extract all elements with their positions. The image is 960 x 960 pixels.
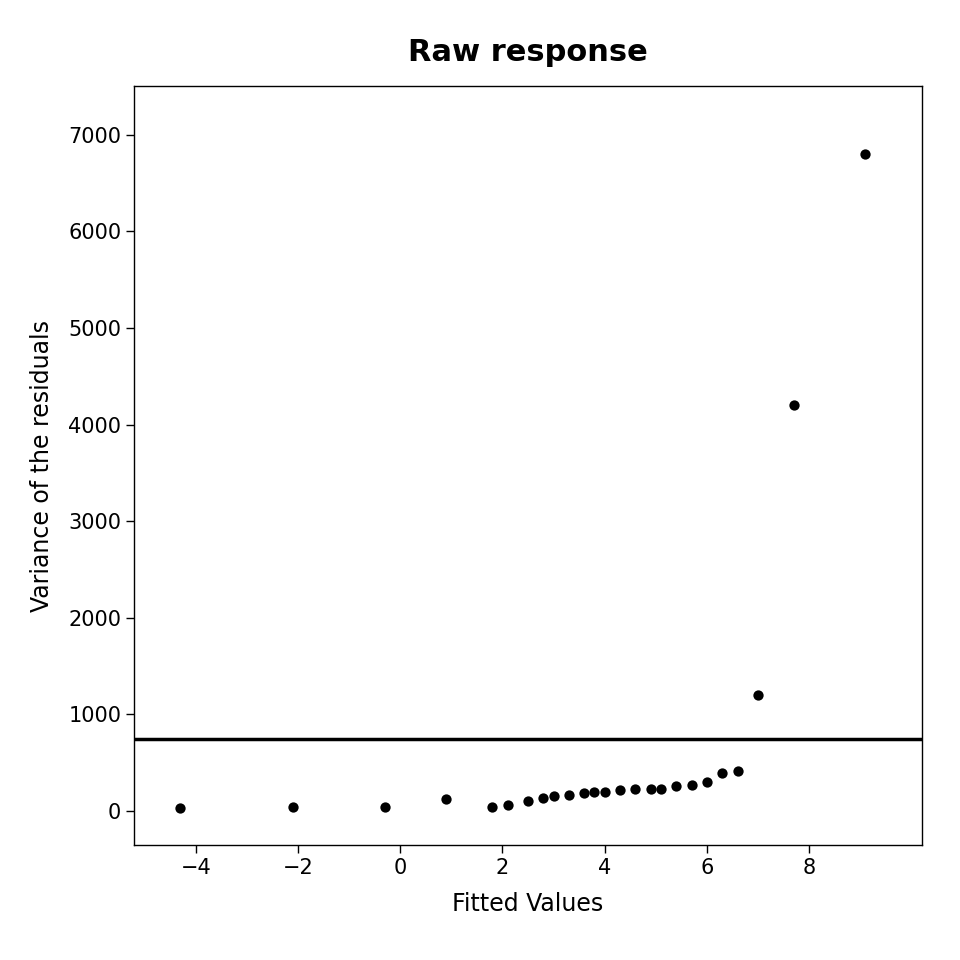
Point	[562, 787, 577, 803]
Point	[285, 800, 300, 815]
Point	[377, 800, 393, 815]
Point	[668, 779, 684, 794]
Point	[857, 146, 873, 161]
Point	[577, 785, 592, 801]
Point	[699, 775, 714, 790]
Point	[684, 778, 699, 793]
Point	[546, 788, 562, 804]
Point	[439, 792, 454, 807]
Point	[612, 782, 628, 798]
Point	[597, 784, 612, 800]
Point	[587, 784, 602, 800]
Point	[536, 791, 551, 806]
Point	[751, 687, 766, 703]
Point	[643, 781, 659, 797]
Point	[520, 794, 536, 809]
Point	[653, 781, 668, 797]
Y-axis label: Variance of the residuals: Variance of the residuals	[30, 320, 54, 612]
Point	[173, 801, 188, 816]
Point	[628, 781, 643, 797]
Point	[500, 798, 516, 813]
Point	[485, 800, 500, 815]
Title: Raw response: Raw response	[408, 38, 648, 67]
Point	[714, 766, 730, 781]
X-axis label: Fitted Values: Fitted Values	[452, 892, 604, 916]
Point	[786, 397, 802, 413]
Point	[730, 764, 745, 780]
